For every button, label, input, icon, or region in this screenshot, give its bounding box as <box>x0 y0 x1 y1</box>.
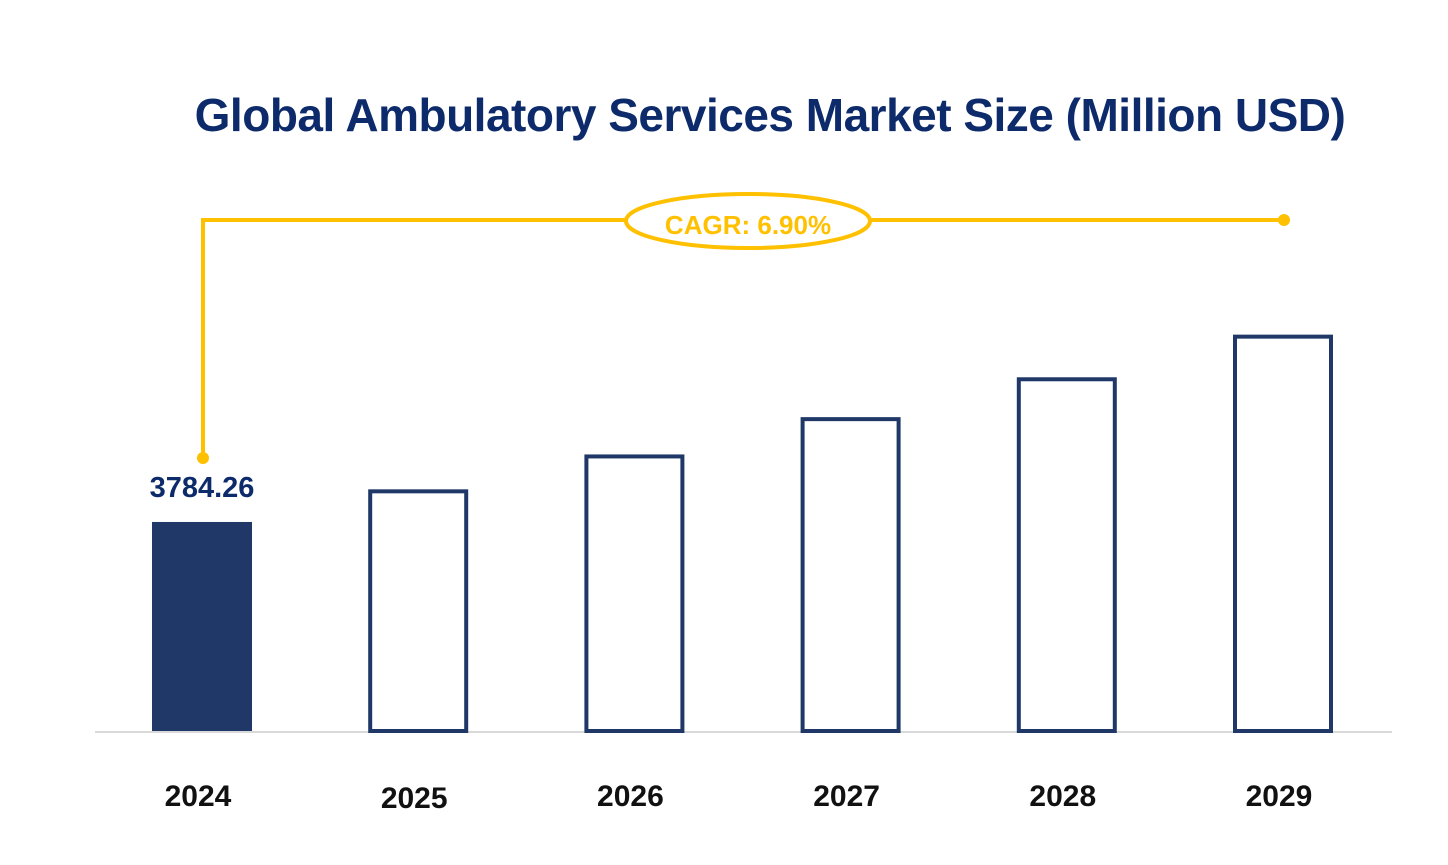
x-tick-label-2025: 2025 <box>381 782 448 815</box>
x-tick-label-2026: 2026 <box>597 780 664 813</box>
cagr-connector-left <box>201 218 627 458</box>
x-tick-label-2029: 2029 <box>1246 780 1313 813</box>
cagr-annotation: CAGR: 6.90% <box>197 192 1290 464</box>
bar-2024 <box>152 521 252 731</box>
cagr-start-dot <box>197 452 209 464</box>
bar-2027 <box>800 417 901 733</box>
bar-2028 <box>1016 377 1117 733</box>
bar-2029 <box>1233 334 1333 733</box>
x-tick-label-2024: 2024 <box>165 780 232 813</box>
chart-title: Global Ambulatory Services Market Size (… <box>194 89 1346 141</box>
cagr-label: CAGR: 6.90% <box>665 210 831 240</box>
x-tick-label-2027: 2027 <box>813 780 880 813</box>
cagr-ellipse <box>624 192 872 250</box>
bar-2026 <box>584 454 685 733</box>
data-label-2024: 3784.26 <box>150 472 255 504</box>
cagr-end-dot <box>1278 214 1290 226</box>
bar-2025 <box>368 489 469 733</box>
x-tick-label-2028: 2028 <box>1029 780 1096 813</box>
